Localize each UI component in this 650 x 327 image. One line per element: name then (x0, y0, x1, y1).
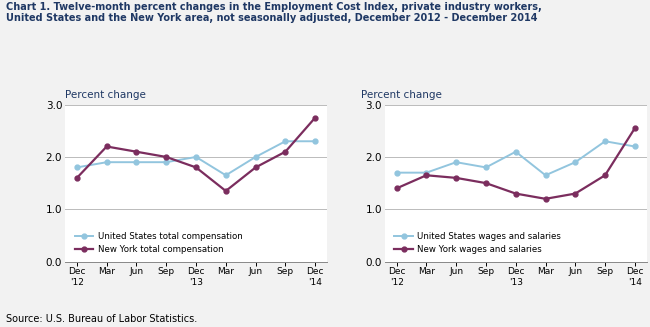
Text: Percent change: Percent change (65, 90, 146, 100)
New York wages and salaries (422, 173, 430, 177)
New York total compensation (133, 150, 140, 154)
New York wages and salaries (541, 197, 549, 201)
United States total compensation (252, 155, 259, 159)
Legend: United States wages and salaries, New York wages and salaries: United States wages and salaries, New Yo… (395, 232, 562, 254)
New York total compensation (103, 145, 111, 148)
United States wages and salaries (512, 150, 519, 154)
New York wages and salaries (452, 176, 460, 180)
New York wages and salaries (571, 192, 579, 196)
United States wages and salaries (422, 171, 430, 175)
New York total compensation (192, 165, 200, 169)
United States total compensation (281, 139, 289, 143)
Line: United States total compensation: United States total compensation (75, 139, 318, 178)
Legend: United States total compensation, New York total compensation: United States total compensation, New Yo… (75, 232, 242, 254)
Line: United States wages and salaries: United States wages and salaries (394, 139, 637, 178)
Line: New York wages and salaries: New York wages and salaries (394, 126, 637, 201)
United States wages and salaries (541, 173, 549, 177)
New York total compensation (222, 189, 229, 193)
New York total compensation (281, 150, 289, 154)
Text: Percent change: Percent change (361, 90, 441, 100)
United States total compensation (133, 160, 140, 164)
Text: Source: U.S. Bureau of Labor Statistics.: Source: U.S. Bureau of Labor Statistics. (6, 314, 198, 324)
United States wages and salaries (482, 165, 490, 169)
New York wages and salaries (512, 192, 519, 196)
Line: New York total compensation: New York total compensation (75, 115, 318, 193)
New York total compensation (162, 155, 170, 159)
New York total compensation (73, 176, 81, 180)
United States total compensation (192, 155, 200, 159)
United States total compensation (103, 160, 111, 164)
Text: Chart 1. Twelve-month percent changes in the Employment Cost Index, private indu: Chart 1. Twelve-month percent changes in… (6, 2, 542, 23)
New York wages and salaries (393, 186, 400, 190)
United States wages and salaries (393, 171, 400, 175)
New York wages and salaries (631, 126, 639, 130)
United States wages and salaries (631, 145, 639, 148)
United States wages and salaries (601, 139, 609, 143)
United States wages and salaries (571, 160, 579, 164)
United States total compensation (73, 165, 81, 169)
United States total compensation (311, 139, 319, 143)
United States total compensation (222, 173, 229, 177)
New York total compensation (252, 165, 259, 169)
United States wages and salaries (452, 160, 460, 164)
New York wages and salaries (601, 173, 609, 177)
New York total compensation (311, 116, 319, 120)
United States total compensation (162, 160, 170, 164)
New York wages and salaries (482, 181, 490, 185)
